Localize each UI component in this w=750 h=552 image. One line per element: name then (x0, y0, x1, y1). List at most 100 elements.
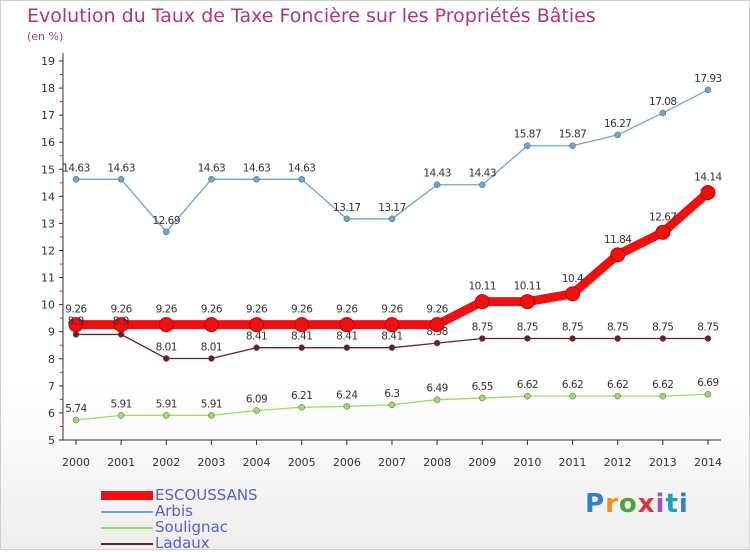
data-label: 8.75 (697, 321, 718, 333)
data-label: 14.14 (694, 172, 722, 184)
x-tick-label: 2004 (243, 456, 271, 469)
data-point-arbis (117, 176, 125, 183)
data-label: 8.41 (246, 331, 267, 343)
data-label: 14.43 (423, 168, 451, 180)
data-label: 8.75 (562, 321, 583, 333)
data-label: 17.93 (694, 73, 722, 85)
data-point-escoussans (655, 224, 671, 240)
data-point-escoussans (339, 317, 355, 333)
data-label: 9.26 (336, 304, 358, 316)
data-label: 5.91 (156, 398, 177, 410)
data-label: 11.84 (604, 234, 632, 246)
legend-label: Arbis (155, 502, 193, 520)
data-point-escoussans (68, 317, 84, 333)
brand-logo-letter: o (618, 489, 638, 519)
data-label: 9.26 (156, 304, 178, 316)
data-point-ladaux (72, 331, 80, 338)
data-point-soulignac (569, 392, 576, 400)
data-point-escoussans (384, 317, 400, 333)
data-label: 9.26 (246, 304, 268, 316)
data-label: 8.75 (472, 321, 493, 333)
data-label: 14.63 (107, 162, 135, 174)
data-point-escoussans (203, 317, 219, 333)
brand-logo-letter: t (665, 489, 679, 519)
data-label: 8.75 (607, 321, 628, 333)
y-tick-label: 19 (41, 55, 55, 68)
data-point-ladaux (208, 355, 215, 362)
y-tick-label: 5 (48, 434, 55, 447)
legend-label: Soulignac (155, 518, 229, 536)
data-label: 6.62 (652, 379, 673, 391)
y-tick-label: 11 (41, 272, 55, 285)
data-label: 5.74 (65, 403, 87, 415)
x-tick-label: 2003 (197, 456, 225, 469)
data-label: 14.63 (243, 162, 271, 174)
chart-unit: (en %) (27, 30, 64, 43)
data-label: 10.4 (562, 273, 584, 285)
data-label-ladaux: 8.9 (113, 315, 130, 327)
data-label: 6.3 (384, 388, 399, 400)
y-tick-label: 14 (41, 190, 55, 203)
data-point-arbis (704, 86, 712, 94)
data-label: 14.63 (62, 162, 90, 174)
legend-swatch (101, 543, 153, 545)
data-label: 10.11 (468, 281, 496, 293)
data-label: 14.63 (198, 162, 226, 174)
data-point-soulignac (298, 403, 305, 411)
x-tick-label: 2013 (649, 456, 677, 469)
data-label: 6.62 (607, 379, 628, 391)
data-label: 6.21 (291, 390, 312, 402)
data-point-arbis (298, 176, 305, 183)
data-point-ladaux (479, 335, 486, 342)
data-point-soulignac (704, 390, 712, 398)
data-point-escoussans (519, 294, 535, 310)
data-point-escoussans (113, 317, 129, 333)
data-label: 8.75 (517, 321, 538, 333)
x-tick-label: 2010 (513, 456, 541, 469)
y-tick-label: 13 (41, 217, 55, 230)
chart-title: Evolution du Taux de Taxe Foncière sur l… (27, 5, 596, 27)
y-tick-label: 16 (41, 136, 55, 149)
data-label: 6.24 (336, 389, 358, 401)
data-label: 8.01 (156, 342, 177, 354)
data-label: 5.91 (110, 398, 131, 410)
data-point-arbis (659, 109, 667, 117)
data-point-soulignac (72, 416, 80, 424)
legend-label: ESCOUSSANS (155, 486, 258, 504)
x-tick-label: 2012 (604, 456, 632, 469)
data-point-arbis (343, 215, 351, 223)
y-tick-label: 9 (48, 326, 55, 339)
x-tick-label: 2005 (288, 456, 316, 469)
data-point-ladaux (524, 335, 531, 342)
x-tick-label: 2000 (62, 456, 90, 469)
data-point-arbis (524, 142, 531, 149)
data-point-ladaux (163, 355, 170, 362)
data-label: 6.09 (246, 393, 267, 405)
data-point-soulignac (253, 407, 260, 414)
data-label: 9.26 (110, 304, 132, 316)
y-tick-label: 17 (41, 109, 55, 122)
data-label: 6.62 (517, 379, 538, 391)
x-tick-label: 2014 (694, 456, 722, 469)
data-label: 8.75 (652, 321, 673, 333)
data-point-ladaux (298, 344, 305, 351)
y-tick-label: 10 (41, 299, 55, 312)
data-label: 8.01 (201, 342, 222, 354)
data-point-ladaux (343, 344, 351, 351)
y-tick-label: 15 (41, 163, 55, 176)
data-point-arbis (388, 215, 396, 223)
data-label: 6.55 (472, 381, 493, 393)
data-point-escoussans (429, 317, 445, 333)
data-label: 8.41 (381, 331, 402, 343)
data-point-arbis (163, 228, 170, 236)
brand-logo-letter: i (655, 489, 666, 519)
data-point-soulignac (659, 392, 667, 400)
data-label-ladaux: 8.9 (68, 315, 85, 327)
x-tick-label: 2009 (468, 456, 496, 469)
y-tick-label: 7 (48, 380, 55, 393)
data-label: 8.41 (336, 331, 357, 343)
data-label: 9.26 (201, 304, 223, 316)
y-tick-label: 18 (41, 82, 55, 95)
data-label: 13.17 (378, 202, 406, 214)
